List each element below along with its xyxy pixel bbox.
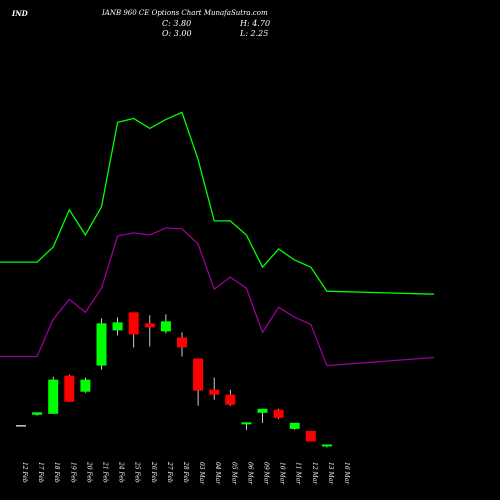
candle <box>80 377 91 393</box>
candle-body <box>112 322 123 331</box>
indicator-lines <box>0 111 435 367</box>
candle <box>289 422 300 430</box>
candle-body <box>177 337 187 348</box>
x-tick-label: 25 Feb <box>134 461 141 483</box>
x-tick-label: 20 Feb <box>85 461 92 483</box>
candle <box>112 317 123 336</box>
close-value: C: 3.80 <box>162 19 192 28</box>
x-tick-label: 26 Feb <box>150 461 157 483</box>
candle <box>225 389 236 406</box>
x-tick-label: 09 Mar <box>263 462 270 485</box>
candle <box>209 377 220 400</box>
candle <box>144 315 155 347</box>
x-tick-label: 04 Mar <box>214 462 221 485</box>
x-tick-label: 28 Feb <box>182 461 189 483</box>
candle <box>48 376 59 414</box>
candle-body <box>193 358 204 391</box>
x-tick-label: 12 Mar <box>311 462 318 485</box>
candle-body <box>80 379 91 392</box>
candle-body <box>289 422 300 429</box>
low-value: L: 2.25 <box>240 29 269 38</box>
candle-body <box>144 323 155 328</box>
candle-body <box>321 444 332 447</box>
candle-body <box>225 394 236 405</box>
candle <box>128 312 139 348</box>
x-tick-label: 16 Mar <box>343 462 350 485</box>
candle-body <box>241 422 252 425</box>
candle <box>160 314 171 334</box>
x-tick-label: 17 Feb <box>37 462 44 483</box>
x-tick-label: 11 Mar <box>295 462 302 485</box>
candle-body <box>257 408 268 413</box>
x-tick-label: 24 Feb <box>118 461 125 483</box>
candle-body <box>32 412 43 415</box>
candle-body <box>160 321 171 332</box>
candle-body <box>305 430 316 442</box>
x-tick-label: 03 Mar <box>198 462 205 485</box>
candle-body <box>128 312 139 335</box>
symbol-label: IND <box>12 9 28 18</box>
x-tick-label: 10 Mar <box>279 462 286 485</box>
candle <box>273 408 284 419</box>
upper-band-line <box>0 111 435 295</box>
x-tick-label: 21 Feb <box>102 461 109 483</box>
lower-band-line <box>0 227 435 367</box>
candle <box>305 430 316 442</box>
x-tick-label: 06 Mar <box>246 462 253 485</box>
x-tick-label: 05 Mar <box>230 462 237 485</box>
x-tick-label: 13 Mar <box>327 462 334 485</box>
x-tick-label: 27 Feb <box>166 461 173 483</box>
chart-title: IANB 960 CE Options Chart MunafaSutra.co… <box>102 9 268 17</box>
x-tick-label: 19 Feb <box>69 462 76 483</box>
open-value: O: 3.00 <box>162 29 192 38</box>
candle <box>241 422 252 430</box>
candle-body <box>209 389 220 395</box>
candle-body <box>273 409 284 418</box>
x-tick-label: 12 Feb <box>21 462 28 483</box>
x-axis-labels: 12 Feb 17 Feb 18 Feb 19 Feb 20 Feb 21 Feb 24 F… <box>21 461 350 485</box>
candle <box>193 358 204 406</box>
high-value: H: 4.70 <box>240 19 271 28</box>
candle-body <box>64 375 75 402</box>
x-tick-label: 18 Feb <box>53 462 60 483</box>
candle <box>96 318 107 370</box>
candle <box>257 408 268 423</box>
candle <box>32 412 43 416</box>
candle-body <box>48 379 59 414</box>
candle <box>321 444 332 448</box>
candle-body <box>96 323 107 366</box>
candles <box>16 312 332 448</box>
candle <box>64 374 75 402</box>
candle <box>177 332 187 357</box>
